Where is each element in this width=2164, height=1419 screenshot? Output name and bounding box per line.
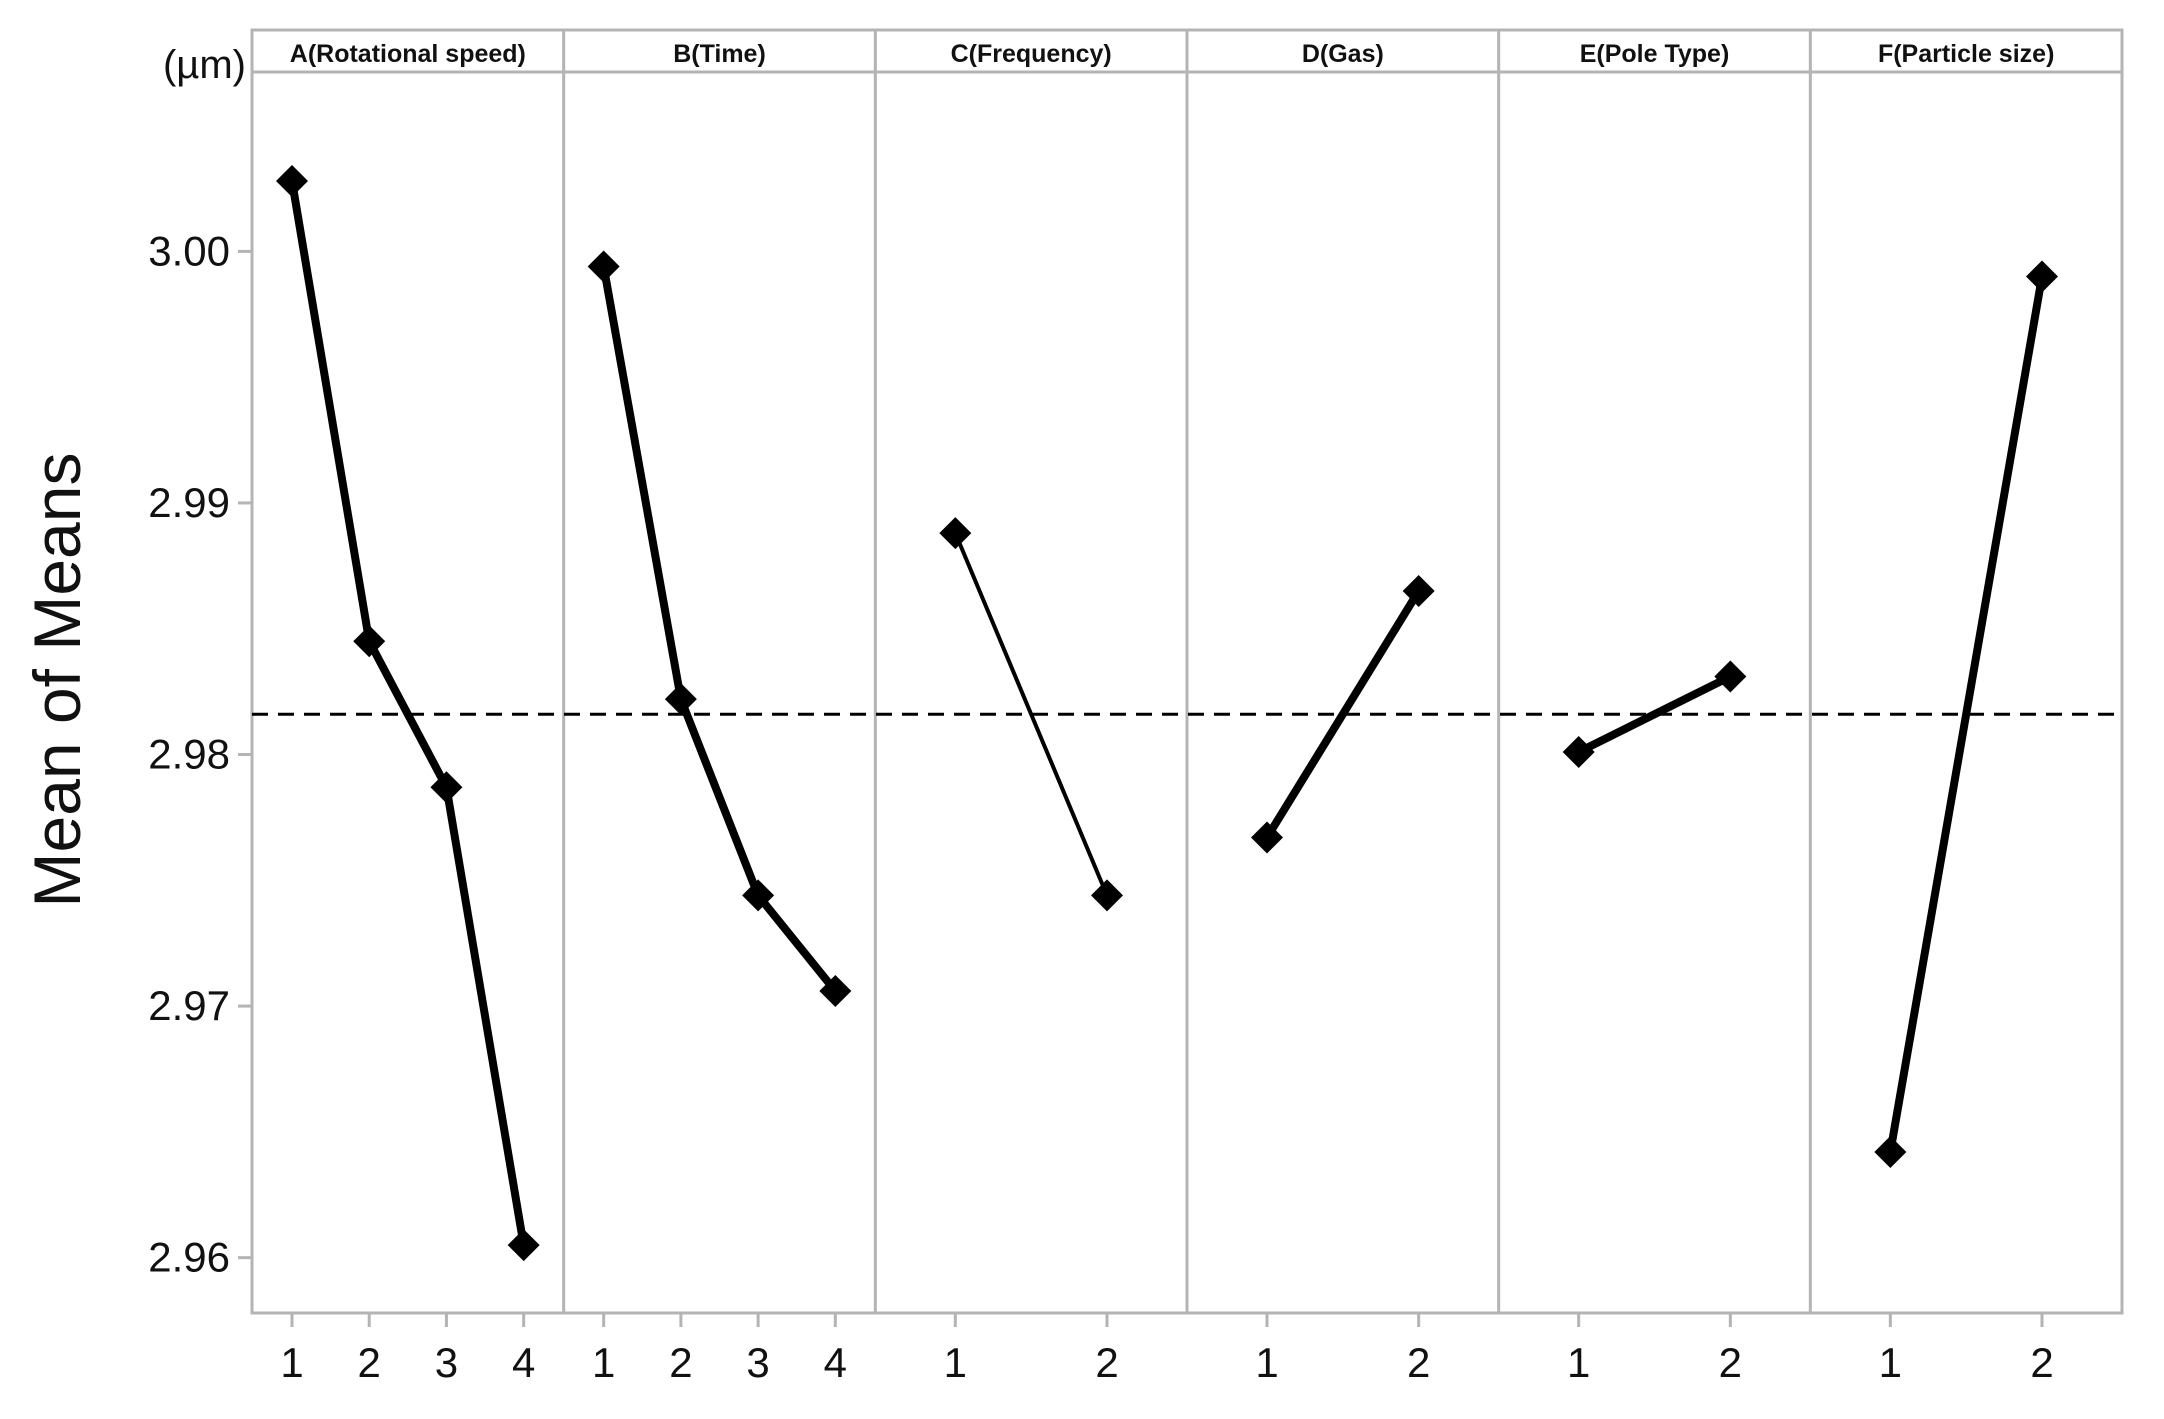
data-point-marker	[587, 250, 620, 283]
data-point-marker	[1714, 660, 1747, 693]
x-tick-label: 1	[1879, 1339, 1902, 1386]
x-tick-label: 2	[669, 1339, 692, 1386]
data-point-marker	[1091, 879, 1123, 912]
panels: A(Rotational speed) 1 2 3 4 B(Time) 1 2 3 4 C(Freq…	[250, 28, 2124, 1386]
x-tick-label: 2	[1407, 1339, 1430, 1386]
series-line	[1886, 275, 2046, 1153]
x-tick-label: 1	[1255, 1339, 1278, 1386]
y-tick-label: 2.97	[148, 982, 230, 1029]
data-point-marker	[1402, 574, 1435, 607]
panel-title: B(Time)	[673, 40, 766, 68]
x-tick-label: 2	[358, 1339, 381, 1386]
data-point-marker	[1874, 1135, 1907, 1168]
y-axis: 2.96 2.97 2.98 2.99 3.00	[148, 227, 252, 1281]
data-point-marker	[939, 517, 972, 550]
panel-title: C(Frequency)	[951, 40, 1112, 68]
series-line	[288, 180, 528, 1246]
series-line	[1576, 672, 1733, 756]
data-point-marker	[742, 879, 775, 912]
x-tick-label: 2	[1719, 1339, 1742, 1386]
data-point-marker	[430, 771, 463, 804]
data-point-marker	[664, 683, 697, 716]
y-tick-label: 2.96	[148, 1234, 230, 1281]
y-tick-label: 2.99	[148, 479, 230, 526]
series-line	[1263, 588, 1423, 840]
y-axis-unit: (µm)	[163, 43, 246, 87]
panel-title: E(Pole Type)	[1580, 40, 1730, 68]
series-line	[599, 265, 839, 994]
x-tick-label: 4	[512, 1339, 535, 1386]
x-tick-label: 2	[1095, 1339, 1118, 1386]
panel-title: D(Gas)	[1302, 40, 1384, 68]
x-tick-label: 1	[1567, 1339, 1590, 1386]
panel-title: F(Particle size)	[1878, 40, 2054, 68]
series-group	[276, 164, 2058, 1262]
x-tick-label: 3	[435, 1339, 458, 1386]
data-point-marker	[353, 625, 386, 658]
x-tick-label: 1	[592, 1339, 615, 1386]
y-tick-label: 3.00	[148, 227, 230, 274]
x-tick-label: 2	[2030, 1339, 2053, 1386]
data-point-marker	[507, 1229, 540, 1262]
data-point-marker	[1562, 736, 1595, 769]
data-point-marker	[2026, 260, 2058, 293]
x-tick-label: 3	[746, 1339, 769, 1386]
x-tick-label: 1	[944, 1339, 967, 1386]
x-tick-label: 1	[280, 1339, 303, 1386]
data-point-marker	[1251, 821, 1283, 854]
y-axis-label: Mean of Means	[20, 453, 94, 908]
data-point-marker	[276, 164, 308, 197]
data-point-marker	[819, 974, 852, 1007]
panel-title: A(Rotational speed)	[290, 40, 526, 68]
y-tick-label: 2.98	[148, 731, 230, 778]
series-line	[953, 532, 1109, 897]
x-tick-label: 4	[824, 1339, 847, 1386]
